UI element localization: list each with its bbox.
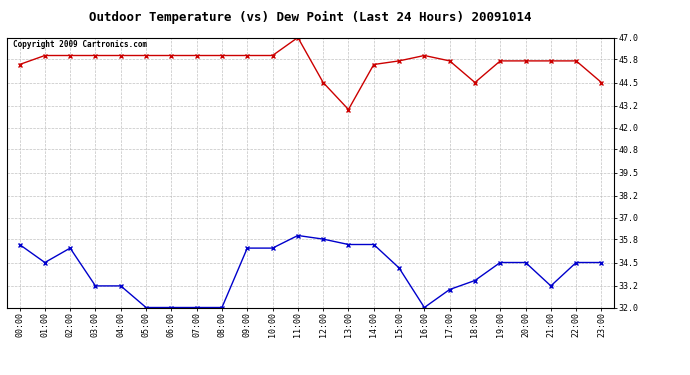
Text: Outdoor Temperature (vs) Dew Point (Last 24 Hours) 20091014: Outdoor Temperature (vs) Dew Point (Last…: [89, 11, 532, 24]
Text: Copyright 2009 Cartronics.com: Copyright 2009 Cartronics.com: [13, 40, 147, 49]
